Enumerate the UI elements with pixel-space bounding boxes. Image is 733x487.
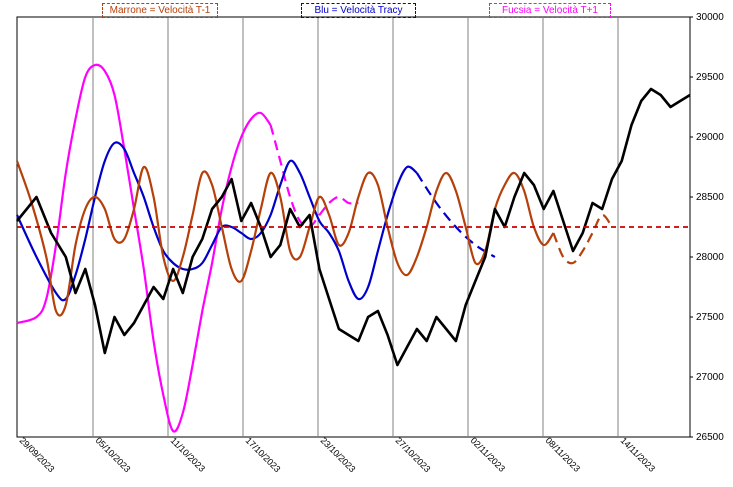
y-tick-label: 28500 [696, 192, 724, 203]
x-tick-label: 08/11/2023 [544, 435, 582, 473]
legend-magenta: Fucsia = Velocità T+1 [489, 3, 611, 18]
x-tick-label: 23/10/2023 [319, 435, 358, 474]
legend-blue: Blu = Velocità Tracy [301, 3, 416, 18]
x-tick-label: 17/10/2023 [244, 435, 283, 474]
legend-brown: Marrone = Velocità T-1 [102, 3, 218, 18]
y-tick-label: 29000 [696, 132, 724, 143]
y-tick-label: 26500 [696, 432, 724, 443]
brown-series-projection [552, 213, 613, 265]
y-axis-ticks: 30000 29500 29000 28500 28000 27500 27000 26500 [690, 12, 724, 443]
y-tick-label: 28000 [696, 252, 724, 263]
black-series-line [15, 87, 691, 367]
y-tick-label: 27000 [696, 372, 724, 383]
x-tick-label: 14/11/2023 [619, 435, 657, 473]
magenta-series-line [16, 63, 272, 433]
x-tick-label: 29/09/2023 [18, 435, 57, 474]
brown-series-line [15, 160, 555, 317]
blue-series-line [16, 141, 418, 302]
y-tick-label: 27500 [696, 312, 724, 323]
y-tick-label: 29500 [696, 72, 724, 83]
y-tick-label: 30000 [696, 12, 724, 23]
x-axis-ticks: 29/09/2023 05/10/2023 11/10/2023 17/10/2023… [18, 435, 657, 474]
x-tick-label: 05/10/2023 [94, 435, 133, 474]
blue-series-projection [415, 172, 496, 258]
x-tick-label: 02/11/2023 [469, 435, 507, 473]
x-tick-label: 11/10/2023 [169, 435, 207, 473]
x-tick-label: 27/10/2023 [394, 435, 433, 474]
magenta-series-projection [269, 124, 359, 229]
series-layer [15, 63, 691, 433]
